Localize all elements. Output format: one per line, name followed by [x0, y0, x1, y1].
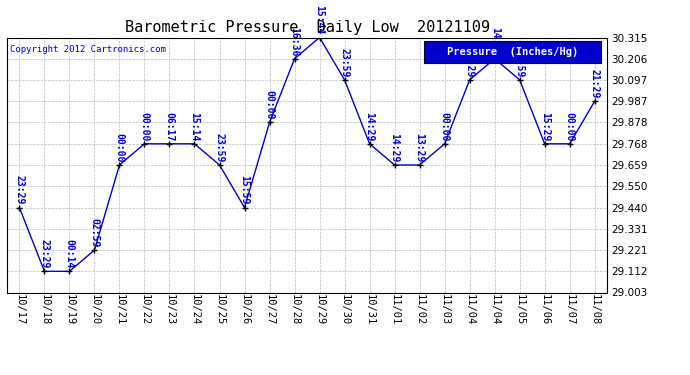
- Text: 00:00: 00:00: [115, 133, 124, 162]
- Text: Copyright 2012 Cartronics.com: Copyright 2012 Cartronics.com: [10, 45, 166, 54]
- Text: 14:29: 14:29: [390, 133, 400, 162]
- Text: 00:14: 00:14: [64, 239, 75, 268]
- Text: 02:59: 02:59: [90, 218, 99, 248]
- Text: 21:29: 21:29: [590, 69, 600, 99]
- Title: Barometric Pressure  Daily Low  20121109: Barometric Pressure Daily Low 20121109: [125, 20, 489, 35]
- Text: 23:59: 23:59: [215, 133, 224, 162]
- Text: 13:29: 13:29: [415, 133, 424, 162]
- Text: 15:59: 15:59: [239, 176, 250, 205]
- Text: 15:29: 15:29: [540, 112, 550, 141]
- Text: 00:00: 00:00: [564, 112, 575, 141]
- Text: 00:00: 00:00: [139, 112, 150, 141]
- Text: 06:17: 06:17: [164, 112, 175, 141]
- Text: 04:29: 04:29: [464, 48, 475, 77]
- Text: Pressure  (Inches/Hg): Pressure (Inches/Hg): [447, 47, 578, 57]
- Text: 15:14: 15:14: [190, 112, 199, 141]
- Text: 23:59: 23:59: [515, 48, 524, 77]
- Text: 16:36: 16:36: [290, 27, 299, 56]
- Text: 23:29: 23:29: [14, 176, 24, 205]
- Text: 15:44: 15:44: [315, 5, 324, 35]
- Text: 14:29: 14:29: [364, 112, 375, 141]
- Text: 00:00: 00:00: [264, 90, 275, 120]
- FancyBboxPatch shape: [424, 41, 601, 63]
- Text: 23:29: 23:29: [39, 239, 50, 268]
- Text: 23:59: 23:59: [339, 48, 350, 77]
- Text: 00:00: 00:00: [440, 112, 450, 141]
- Text: 14:44: 14:44: [490, 27, 500, 56]
